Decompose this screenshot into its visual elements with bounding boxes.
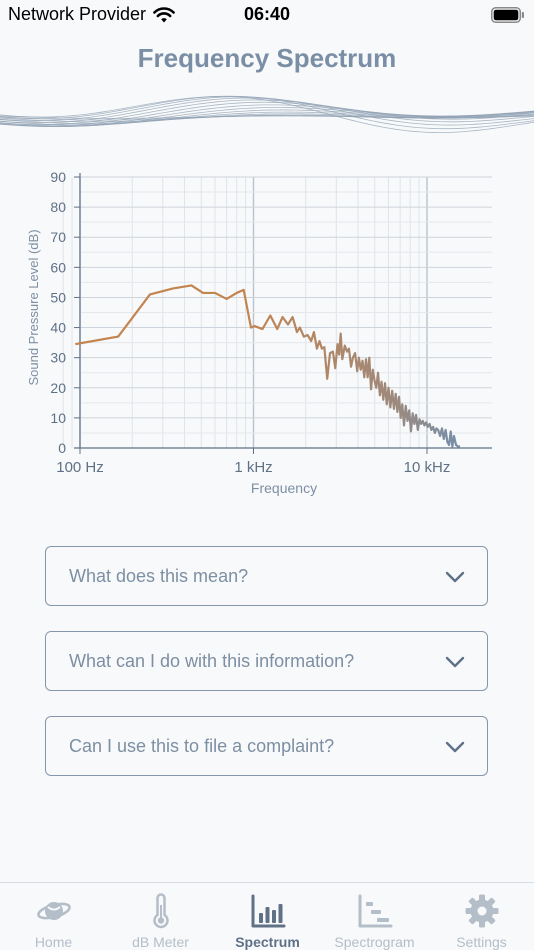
thermometer-icon [153,893,169,929]
tab-label: Settings [456,934,507,950]
chevron-down-icon [445,656,465,668]
gear-icon [465,894,499,928]
tab-spectrogram[interactable]: Spectrogram [321,883,428,950]
tab-label: dB Meter [132,934,189,950]
y-tick-label: 80 [50,199,66,215]
battery-full-icon [491,7,524,23]
y-tick-label: 60 [50,259,66,275]
y-tick-label: 20 [50,380,66,396]
faq-what-does-this-mean[interactable]: What does this mean? [45,546,488,606]
wave-strand [0,95,534,130]
chevron-down-icon [445,571,465,583]
planet-logo-icon [37,902,71,920]
spectrum-chart: 0 10 20 30 40 50 60 70 80 90 100 Hz 1 kHz 10 kHz Fre… [26,169,492,496]
tab-label: Spectrogram [334,934,415,950]
y-tick-label: 30 [50,350,66,366]
faq-file-complaint[interactable]: Can I use this to file a complaint? [45,716,488,776]
wave-strand [0,96,534,133]
y-tick-label: 40 [50,320,66,336]
wave-strand [0,104,534,127]
wave-strand [0,101,534,127]
y-axis-title: Sound Pressure Level (dB) [26,229,41,385]
faq-question-label: What does this mean? [69,566,249,586]
tab-label: Spectrum [235,934,300,950]
tab-spectrum[interactable]: Spectrum [214,883,321,950]
faq-question-label: Can I use this to file a complaint? [69,736,335,756]
status-bar: Network Provider 06:40 [0,0,534,30]
faq-what-can-i-do[interactable]: What can I do with this information? [45,631,488,691]
x-axis-title: Frequency [251,480,317,496]
y-tick-label: 0 [58,440,66,456]
x-tick-label: 10 kHz [404,459,451,476]
tab-db-meter[interactable]: dB Meter [107,883,214,950]
wave-decoration [0,95,534,133]
y-tick-label: 70 [50,229,66,245]
tab-settings[interactable]: Settings [428,883,534,950]
x-tick-label: 100 Hz [56,459,104,476]
faq-question-label: What can I do with this information? [69,651,355,671]
status-time: 06:40 [243,4,291,24]
chevron-down-icon [445,741,465,753]
spectrogram-icon [358,894,393,928]
page-title: Frequency Spectrum [137,43,397,73]
tab-home[interactable]: Home [0,883,107,950]
spectrum-line [75,284,461,448]
y-tick-label: 10 [50,410,66,426]
x-tick-label: 1 kHz [234,459,272,476]
tab-bar: Home dB Meter Spectrum Spectrogram [0,882,534,950]
wifi-icon [153,7,175,23]
y-tick-label: 50 [50,289,66,305]
wave-strand [0,96,534,126]
tab-label: Home [34,934,73,950]
y-tick-label: 90 [50,169,66,185]
carrier-name: Network Provider [8,4,147,24]
bar-chart-icon [251,894,286,928]
